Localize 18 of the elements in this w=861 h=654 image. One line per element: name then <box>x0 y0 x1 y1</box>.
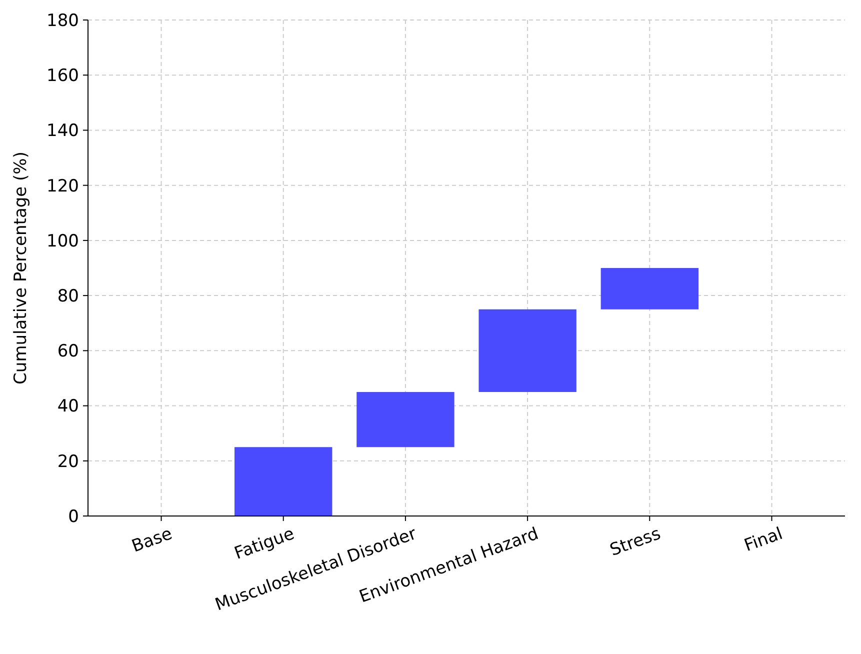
y-tick-label: 100 <box>46 231 79 252</box>
x-tick-label: Base <box>129 524 175 557</box>
bar <box>600 268 698 310</box>
y-tick-label: 140 <box>46 121 79 142</box>
x-tick-label: Stress <box>607 524 664 561</box>
y-tick-label: 60 <box>57 342 79 362</box>
y-tick-label: 80 <box>57 286 79 307</box>
bar <box>234 447 332 516</box>
y-axis-title: Cumulative Percentage (%) <box>11 152 31 384</box>
y-tick-label: 120 <box>46 176 79 196</box>
bar <box>478 309 576 392</box>
bar <box>356 392 454 448</box>
y-tick-label: 0 <box>68 506 79 527</box>
x-tick-label: Final <box>742 524 786 556</box>
y-tick-label: 20 <box>57 452 79 472</box>
y-tick-label: 40 <box>57 396 79 417</box>
y-tick-label: 180 <box>46 10 79 31</box>
y-tick-label: 160 <box>46 66 79 86</box>
